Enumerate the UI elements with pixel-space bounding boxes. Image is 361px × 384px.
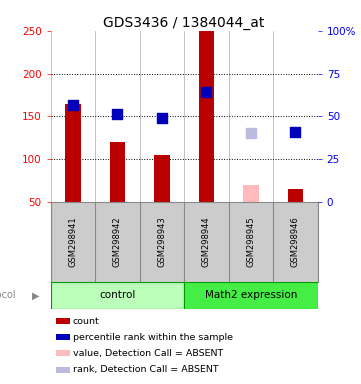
Bar: [56, 367, 70, 372]
Bar: [288, 189, 303, 202]
Bar: [184, 281, 318, 309]
Bar: [51, 281, 184, 309]
Point: [159, 115, 165, 121]
Bar: [56, 334, 70, 340]
Point: [114, 111, 120, 117]
Title: GDS3436 / 1384044_at: GDS3436 / 1384044_at: [103, 16, 265, 30]
Text: value, Detection Call = ABSENT: value, Detection Call = ABSENT: [73, 349, 223, 358]
Bar: [154, 155, 170, 202]
Text: GSM298944: GSM298944: [202, 217, 211, 267]
Text: GSM298943: GSM298943: [157, 216, 166, 267]
Point: [204, 89, 209, 96]
Text: ▶: ▶: [32, 290, 40, 300]
Bar: [56, 318, 70, 324]
Text: GSM298945: GSM298945: [247, 217, 255, 267]
Bar: [199, 31, 214, 202]
Text: protocol: protocol: [0, 290, 16, 300]
Text: GSM298946: GSM298946: [291, 216, 300, 267]
Bar: [243, 185, 259, 202]
Text: GSM298942: GSM298942: [113, 217, 122, 267]
Text: rank, Detection Call = ABSENT: rank, Detection Call = ABSENT: [73, 365, 218, 374]
Point: [248, 131, 254, 137]
Text: Math2 expression: Math2 expression: [205, 290, 297, 300]
Point: [292, 129, 298, 135]
Text: percentile rank within the sample: percentile rank within the sample: [73, 333, 233, 342]
Text: count: count: [73, 317, 100, 326]
Point: [70, 102, 76, 108]
Bar: [56, 351, 70, 356]
Bar: [65, 104, 81, 202]
Text: control: control: [99, 290, 135, 300]
Bar: [109, 142, 125, 202]
Text: GSM298941: GSM298941: [68, 217, 77, 267]
